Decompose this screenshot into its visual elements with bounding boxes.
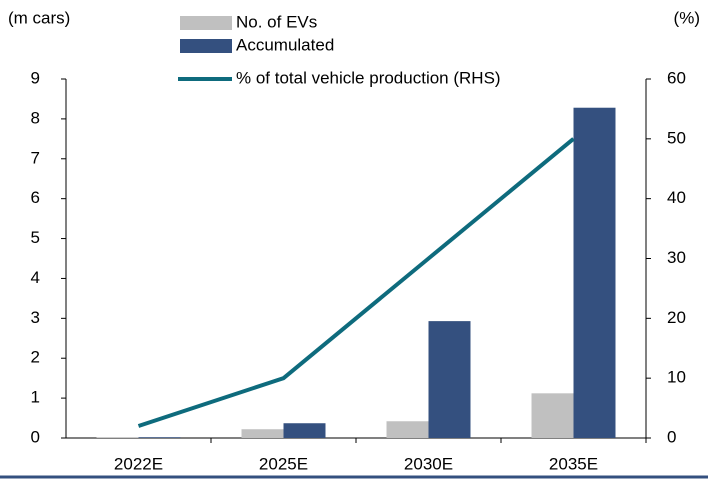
bar	[283, 423, 326, 438]
line	[137, 137, 575, 428]
bar	[428, 321, 471, 438]
y-tick-label: 9	[31, 68, 40, 87]
y-tick-label: 1	[31, 388, 40, 407]
legend-label: % of total vehicle production (RHS)	[236, 68, 501, 87]
y-tick-label: 8	[31, 108, 40, 127]
y2-tick-label: 0	[667, 427, 676, 446]
legend-label: No. of EVs	[236, 12, 317, 31]
bar	[531, 393, 574, 438]
y2-tick-label: 30	[667, 248, 686, 267]
y-axis-label: (m cars)	[8, 8, 70, 27]
bar	[386, 421, 429, 438]
x-tick-label: 2025E	[259, 454, 308, 473]
bar	[241, 429, 284, 438]
bar	[573, 107, 616, 438]
x-tick-label: 2022E	[114, 454, 163, 473]
y2-tick-label: 50	[667, 128, 686, 147]
y-tick-label: 3	[31, 308, 40, 327]
legend-swatch	[180, 16, 232, 30]
legend-swatch	[180, 39, 232, 53]
y2-tick-label: 10	[667, 368, 686, 387]
y-tick-label: 5	[31, 228, 40, 247]
y2-tick-label: 40	[667, 188, 686, 207]
y-tick-label: 2	[31, 348, 40, 367]
bar	[138, 437, 181, 438]
x-tick-label: 2030E	[404, 454, 453, 473]
y2-axis-label: (%)	[674, 8, 700, 27]
legend-label: Accumulated	[236, 35, 334, 54]
x-tick-label: 2035E	[549, 454, 598, 473]
y2-tick-label: 20	[667, 308, 686, 327]
y-tick-label: 4	[31, 268, 40, 287]
y-tick-label: 7	[31, 148, 40, 167]
y2-tick-label: 60	[667, 68, 686, 87]
y-tick-label: 6	[31, 188, 40, 207]
y-tick-label: 0	[31, 427, 40, 446]
